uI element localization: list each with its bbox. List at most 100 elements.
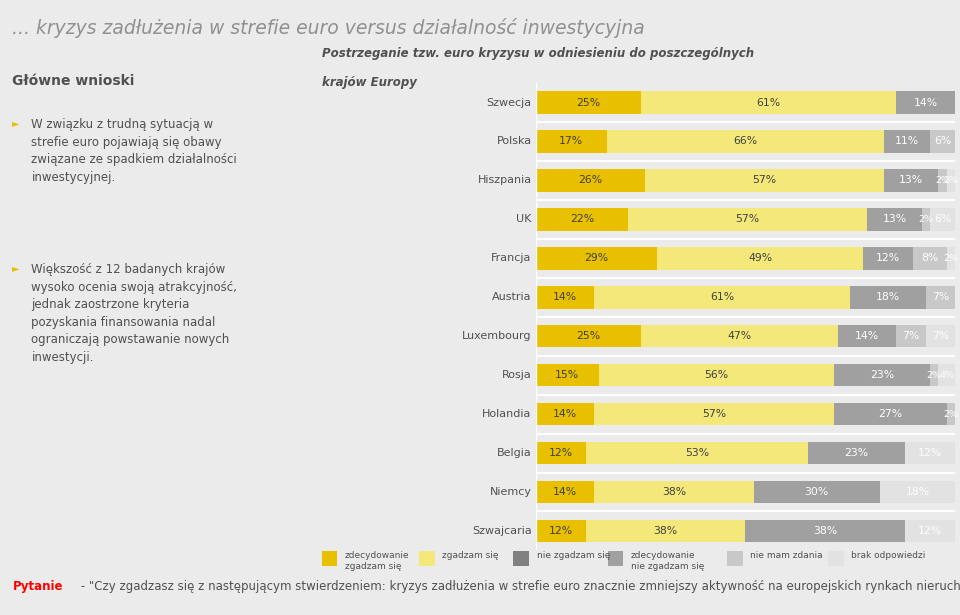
Text: 14%: 14% <box>553 487 577 497</box>
Bar <box>930 364 939 386</box>
Bar <box>754 481 879 503</box>
Text: nie zgadzam się: nie zgadzam się <box>537 551 610 560</box>
Text: Pytanie: Pytanie <box>12 580 63 593</box>
Bar <box>536 364 599 386</box>
Bar <box>536 91 640 114</box>
Bar <box>607 130 884 153</box>
Bar <box>594 286 851 309</box>
Bar <box>536 130 607 153</box>
Text: ►: ► <box>12 118 19 128</box>
Text: Francja: Francja <box>492 253 532 263</box>
Text: 6%: 6% <box>934 137 951 146</box>
Text: Większość z 12 badanych krajów
wysoko ocenia swoją atrakcyjność,
jednak zaostrzo: Większość z 12 badanych krajów wysoko oc… <box>32 263 237 363</box>
Bar <box>913 247 947 269</box>
Bar <box>586 520 746 542</box>
Text: 7%: 7% <box>902 331 920 341</box>
Bar <box>947 169 955 192</box>
Text: 57%: 57% <box>753 175 777 185</box>
Text: ... kryzys zadłużenia w strefie euro versus działalność inwestycyjna: ... kryzys zadłużenia w strefie euro ver… <box>12 18 645 38</box>
Bar <box>628 208 867 231</box>
Text: Hiszpania: Hiszpania <box>477 175 532 185</box>
Text: W związku z trudną sytuacją w
strefie euro pojawiają się obawy
związane ze spadk: W związku z trudną sytuacją w strefie eu… <box>32 118 237 184</box>
Text: 14%: 14% <box>855 331 879 341</box>
Text: 61%: 61% <box>710 292 734 302</box>
Bar <box>536 481 594 503</box>
Text: 2%: 2% <box>944 254 958 263</box>
Bar <box>322 551 337 566</box>
Bar <box>808 442 905 464</box>
Text: 12%: 12% <box>876 253 900 263</box>
Text: 18%: 18% <box>905 487 929 497</box>
Text: brak odpowiedzi: brak odpowiedzi <box>852 551 925 560</box>
Text: zdecydowanie
nie zgadzam się: zdecydowanie nie zgadzam się <box>631 551 705 571</box>
Bar <box>536 325 640 347</box>
Text: 13%: 13% <box>882 215 906 224</box>
Text: 14%: 14% <box>553 292 577 302</box>
Bar <box>420 551 435 566</box>
Text: 66%: 66% <box>733 137 757 146</box>
Text: Postrzeganie tzw. euro kryzysu w odniesieniu do poszczególnych: Postrzeganie tzw. euro kryzysu w odniesi… <box>322 47 754 60</box>
Bar <box>905 442 955 464</box>
Text: 57%: 57% <box>735 215 759 224</box>
Bar <box>536 286 594 309</box>
Bar <box>594 403 833 426</box>
Bar <box>879 481 955 503</box>
Text: 56%: 56% <box>704 370 728 380</box>
Text: nie mam zdania: nie mam zdania <box>751 551 823 560</box>
Bar <box>930 208 955 231</box>
Bar <box>851 286 925 309</box>
Bar <box>608 551 623 566</box>
Text: 26%: 26% <box>578 175 602 185</box>
Bar <box>939 169 947 192</box>
Text: 25%: 25% <box>576 98 600 108</box>
Text: 8%: 8% <box>922 253 939 263</box>
Text: 23%: 23% <box>845 448 869 458</box>
Text: Niemcy: Niemcy <box>490 487 532 497</box>
Bar <box>536 208 628 231</box>
Bar <box>922 208 930 231</box>
Bar <box>833 364 930 386</box>
Text: 23%: 23% <box>870 370 894 380</box>
Text: Luxembourg: Luxembourg <box>462 331 532 341</box>
Text: 29%: 29% <box>585 253 609 263</box>
Bar <box>586 442 808 464</box>
Text: 61%: 61% <box>756 98 780 108</box>
Text: 6%: 6% <box>934 215 951 224</box>
Text: 47%: 47% <box>727 331 752 341</box>
Text: UK: UK <box>516 215 532 224</box>
Bar <box>645 169 884 192</box>
Text: ►: ► <box>12 263 19 273</box>
Bar <box>925 286 955 309</box>
Bar <box>536 247 658 269</box>
Text: 12%: 12% <box>918 448 942 458</box>
Text: 25%: 25% <box>576 331 600 341</box>
Text: Holandia: Holandia <box>482 409 532 419</box>
Bar <box>828 551 844 566</box>
Bar <box>930 130 955 153</box>
Text: 13%: 13% <box>900 175 924 185</box>
Bar <box>833 403 947 426</box>
Bar <box>599 364 833 386</box>
Text: 53%: 53% <box>685 448 709 458</box>
Bar <box>947 403 955 426</box>
Text: 22%: 22% <box>570 215 594 224</box>
Text: 17%: 17% <box>560 137 584 146</box>
Text: 7%: 7% <box>932 331 949 341</box>
Text: zgadzam się: zgadzam się <box>443 551 499 560</box>
Text: 2%: 2% <box>944 410 958 419</box>
Bar <box>939 364 955 386</box>
Bar <box>905 520 955 542</box>
Text: 14%: 14% <box>553 409 577 419</box>
Text: 12%: 12% <box>549 526 573 536</box>
Text: 38%: 38% <box>813 526 837 536</box>
Text: 15%: 15% <box>555 370 579 380</box>
Bar <box>884 130 930 153</box>
Text: 4%: 4% <box>939 371 954 379</box>
Bar <box>897 91 955 114</box>
Bar <box>925 325 955 347</box>
Bar <box>947 247 955 269</box>
Text: krajów Europy: krajów Europy <box>322 76 417 89</box>
Text: 18%: 18% <box>876 292 900 302</box>
Text: zdecydowanie
zgadzam się: zdecydowanie zgadzam się <box>345 551 410 571</box>
Text: 2%: 2% <box>926 371 942 379</box>
